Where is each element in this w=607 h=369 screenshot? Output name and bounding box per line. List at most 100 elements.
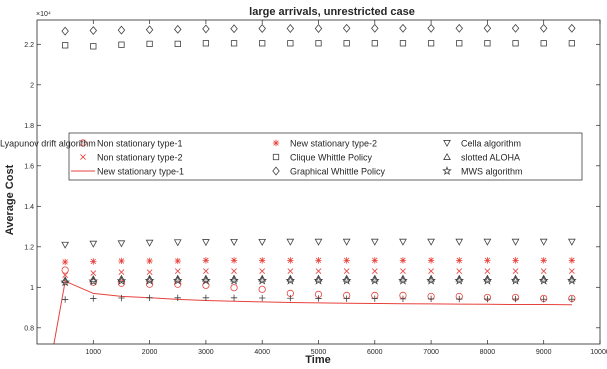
data-point-cella-algorithm-3: [117, 240, 126, 248]
data-point-new-stationary-type-2-14: [427, 257, 435, 264]
data-point-graphical-whittle-policy-1: [61, 26, 69, 36]
x-tick-label-5000: 5000: [311, 349, 327, 356]
data-point-cella-algorithm-12: [370, 238, 379, 246]
data-point-slotted-aloha-13: [399, 274, 407, 282]
data-point-lyapunov-drift-algorithm-2: [90, 295, 97, 302]
data-point-non-stationary-type-1-8: [258, 285, 266, 293]
y-tick-label-18000: 1.8: [24, 123, 34, 130]
legend-label-lyapunov-drift-algorithm: Lyapunov drift algorithm: [0, 139, 96, 149]
data-point-graphical-whittle-policy-18: [539, 23, 548, 33]
data-point-new-stationary-type-2-3: [118, 257, 125, 265]
data-point-clique-whittle-policy-3: [118, 41, 125, 48]
data-point-non-stationary-type-2-3: [118, 269, 125, 275]
data-point-cella-algorithm-16: [483, 238, 492, 246]
data-point-clique-whittle-policy-4: [146, 40, 153, 48]
legend-label-clique-whittle-policy: Clique Whittle Policy: [290, 153, 373, 163]
data-point-non-stationary-type-1-7: [230, 284, 238, 292]
y-tick-label-12000: 1.2: [24, 244, 34, 251]
legend-label-non-stationary-type-1: Non stationary type-1: [97, 139, 183, 149]
data-point-non-stationary-type-2-8: [259, 268, 266, 274]
data-point-new-stationary-type-2-15: [456, 257, 463, 264]
data-point-cella-algorithm-13: [399, 238, 407, 246]
data-point-lyapunov-drift-algorithm-14: [427, 295, 435, 303]
data-point-mws-algorithm-4: [144, 275, 155, 285]
data-point-non-stationary-type-2-15: [456, 268, 463, 274]
data-point-slotted-aloha-9: [286, 274, 295, 282]
data-point-new-stationary-type-2-12: [371, 257, 378, 264]
data-point-slotted-aloha-16: [483, 274, 492, 282]
data-point-slotted-aloha-8: [258, 274, 267, 282]
data-point-lyapunov-drift-algorithm-17: [512, 295, 519, 303]
legend-label-cella-algorithm: Cella algorithm: [461, 139, 521, 149]
data-point-graphical-whittle-policy-8: [258, 24, 266, 33]
data-point-mws-algorithm-19: [567, 275, 577, 285]
data-point-slotted-aloha-15: [455, 274, 464, 282]
data-point-mws-algorithm-9: [285, 275, 296, 285]
data-point-mws-algorithm-14: [426, 275, 436, 285]
data-point-clique-whittle-policy-11: [343, 40, 350, 47]
data-point-non-stationary-type-2-5: [174, 268, 181, 274]
data-point-graphical-whittle-policy-5: [174, 24, 182, 34]
data-point-new-stationary-type-2-10: [315, 257, 322, 264]
x-tick-label-3000: 3000: [198, 349, 214, 356]
data-point-slotted-aloha-5: [173, 274, 182, 282]
data-point-lyapunov-drift-algorithm-18: [540, 296, 547, 303]
data-point-non-stationary-type-2-14: [428, 268, 434, 274]
data-point-clique-whittle-policy-12: [371, 40, 378, 47]
data-point-graphical-whittle-policy-6: [202, 24, 210, 34]
data-point-graphical-whittle-policy-7: [230, 24, 238, 34]
data-point-mws-algorithm-6: [201, 275, 211, 285]
data-point-graphical-whittle-policy-3: [117, 25, 126, 35]
data-point-clique-whittle-policy-18: [540, 40, 547, 47]
data-point-mws-algorithm-2: [88, 276, 99, 286]
legend-label-graphical-whittle-policy: Graphical Whittle Policy: [290, 167, 386, 177]
data-point-graphical-whittle-policy-17: [511, 23, 520, 33]
data-point-lyapunov-drift-algorithm-13: [399, 295, 407, 303]
data-point-new-stationary-type-2-9: [287, 257, 294, 264]
data-point-non-stationary-type-2-4: [146, 269, 153, 275]
legend-marker-new-stationary-type-2: [272, 139, 280, 147]
legend-marker-mws-algorithm: [442, 166, 452, 176]
data-point-new-stationary-type-2-2: [90, 258, 97, 265]
y-tick-label-10000: 1: [30, 285, 34, 292]
data-point-graphical-whittle-policy-12: [371, 23, 379, 33]
legend: Non stationary type-1 Non stationary type…: [0, 133, 583, 181]
legend-label-mws-algorithm: MWS algorithm: [461, 167, 523, 177]
data-point-slotted-aloha-4: [145, 274, 154, 282]
data-point-new-stationary-type-2-16: [484, 257, 491, 264]
data-point-non-stationary-type-1-1: [61, 266, 69, 274]
data-point-mws-algorithm-15: [454, 275, 464, 285]
data-point-new-stationary-type-2-8: [259, 257, 266, 264]
x-tick-label-4000: 4000: [254, 349, 270, 356]
data-point-non-stationary-type-2-19: [569, 268, 575, 274]
data-point-mws-algorithm-5: [173, 275, 183, 285]
data-point-new-stationary-type-2-4: [146, 257, 153, 265]
data-point-new-stationary-type-2-11: [343, 257, 350, 264]
legend-marker-non-stationary-type-1: [79, 139, 87, 147]
data-point-clique-whittle-policy-10: [315, 40, 322, 47]
data-point-cella-algorithm-14: [427, 238, 435, 246]
legend-label-new-stationary-type-2: New stationary type-2: [290, 139, 377, 149]
data-point-cella-algorithm-15: [455, 238, 464, 246]
data-point-graphical-whittle-policy-9: [286, 24, 295, 33]
data-point-clique-whittle-policy-8: [259, 40, 266, 47]
data-point-non-stationary-type-2-9: [287, 268, 294, 274]
data-point-mws-algorithm-8: [257, 275, 268, 285]
data-point-new-stationary-type-2-6: [202, 257, 210, 264]
data-point-lyapunov-drift-algorithm-12: [371, 295, 378, 302]
data-point-slotted-aloha-3: [117, 274, 126, 282]
data-point-cella-algorithm-2: [89, 240, 98, 248]
data-point-non-stationary-type-2-12: [371, 268, 378, 274]
data-point-graphical-whittle-policy-4: [145, 25, 154, 35]
y-tick-label-8000: 0.8: [24, 325, 34, 332]
data-point-mws-algorithm-16: [482, 275, 493, 285]
data-point-slotted-aloha-17: [511, 274, 520, 282]
data-point-cella-algorithm-7: [230, 238, 238, 246]
data-point-slotted-aloha-6: [202, 274, 210, 282]
data-point-new-stationary-type-2-1: [61, 258, 69, 266]
data-point-mws-algorithm-12: [369, 275, 380, 285]
data-point-cella-algorithm-4: [145, 239, 154, 247]
data-point-graphical-whittle-policy-2: [89, 26, 98, 35]
